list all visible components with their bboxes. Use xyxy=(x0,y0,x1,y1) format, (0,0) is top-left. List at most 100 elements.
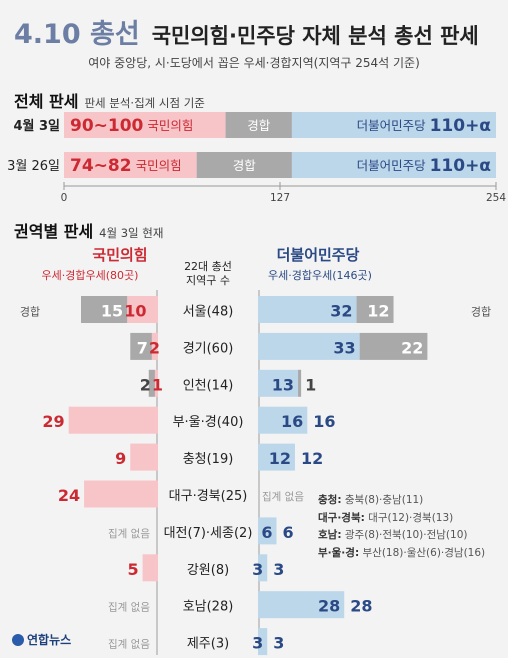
ppp-value: 10 xyxy=(124,302,146,321)
ppp-toss-value: 15 xyxy=(101,302,123,321)
note-text: 충북(8)·충남(11) xyxy=(341,494,424,506)
overall-ppp-party: 국민의힘 xyxy=(147,118,193,133)
overall-bar-0 xyxy=(64,152,197,178)
right-baseline xyxy=(258,290,260,655)
dp-column-subheader: 우세·경합우세(146곳) xyxy=(268,269,372,282)
dp-bar xyxy=(258,554,268,582)
ppp-no-data: 집계 없음 xyxy=(108,601,150,614)
ppp-column-header: 국민의힘 xyxy=(92,246,147,264)
overall-dp-party: 더불어민주당 xyxy=(357,118,427,133)
dp-bar xyxy=(258,296,357,323)
ppp-toss-word: 경합 xyxy=(20,306,40,319)
overall-bar-1 xyxy=(225,112,292,138)
note-key: 부·울·경: xyxy=(318,546,360,559)
dp-value: 28 xyxy=(318,597,340,616)
dp-toss-value: 1 xyxy=(305,375,316,394)
region-label: 충청(19) xyxy=(183,452,234,467)
note-key: 대구·경북: xyxy=(318,511,365,524)
dp-value: 28 xyxy=(350,597,372,616)
ppp-value: 5 xyxy=(127,560,138,579)
dp-bar xyxy=(258,517,277,545)
region-label: 대전(7)·세종(2) xyxy=(164,526,253,541)
ppp-bar xyxy=(142,554,158,582)
ppp-bar xyxy=(130,443,158,471)
overall-tick-label: 0 xyxy=(61,192,68,204)
ppp-bar xyxy=(154,369,158,397)
regional-section-header: 권역별 판세 4월 3일 현재 xyxy=(14,218,163,242)
title-date: 4.10 총선 xyxy=(14,19,140,50)
overall-bar-1 xyxy=(196,152,292,178)
overall-date-label: 3월 26일 xyxy=(7,159,60,174)
ppp-toss-bar xyxy=(130,332,152,360)
note-text: 대구(12)·경북(13) xyxy=(364,511,454,524)
dp-value: 3 xyxy=(273,560,284,579)
dp-toss-value: 22 xyxy=(401,338,423,357)
region-label: 서울(48) xyxy=(183,305,234,320)
note-key: 충청: xyxy=(318,494,342,506)
subtitle: 여야 중앙당, 시·도당에서 꼽은 우세·경합지역(지역구 254석 기준) xyxy=(88,56,420,70)
overall-date-label: 4월 3일 xyxy=(13,118,60,134)
center-column-header: 22대 총선 xyxy=(184,260,232,273)
note-key: 호남: xyxy=(318,529,342,541)
overall-ppp-party: 국민의힘 xyxy=(136,158,182,173)
dp-bar xyxy=(258,369,299,397)
regional-note: 4월 3일 현재 xyxy=(99,226,164,240)
logo: 연합뉴스 xyxy=(12,631,71,648)
dp-bar xyxy=(258,443,295,471)
dp-value: 6 xyxy=(282,523,293,542)
ppp-bar xyxy=(127,296,158,323)
overall-bar-2 xyxy=(291,152,496,178)
ppp-toss-bar xyxy=(148,369,155,397)
dp-value: 33 xyxy=(333,338,355,357)
note-text: 광주(8)·전북(10)·전남(10) xyxy=(341,529,468,541)
dp-value: 13 xyxy=(272,375,294,394)
ppp-toss-value: 7 xyxy=(137,338,148,357)
dp-no-data: 집계 없음 xyxy=(262,490,304,503)
overall-ppp-value: 90~100 xyxy=(70,116,144,136)
ppp-no-data: 집계 없음 xyxy=(108,638,150,651)
region-label: 호남(28) xyxy=(183,600,234,615)
region-label: 부·울·경(40) xyxy=(173,415,244,430)
ppp-column-subheader: 우세·경합우세(80곳) xyxy=(42,269,139,282)
center-column-subheader: 지역구 수 xyxy=(186,274,230,287)
ppp-value: 2 xyxy=(149,338,160,357)
ppp-toss-bar xyxy=(81,296,128,323)
ppp-bar xyxy=(84,480,158,508)
dp-value: 16 xyxy=(313,412,335,431)
overall-dp-value: 110+α xyxy=(430,116,491,136)
ppp-value: 1 xyxy=(152,375,163,394)
logo-icon xyxy=(12,634,24,646)
region-label: 강원(8) xyxy=(187,563,229,578)
title-row: 4.10 총선 국민의힘·민주당 자체 분석 총선 판세 xyxy=(14,12,479,51)
note-line: 호남: 광주(8)·전북(10)·전남(10) xyxy=(318,527,485,545)
region-label: 경기(60) xyxy=(183,341,234,356)
overall-ppp-value: 74~82 xyxy=(70,156,132,176)
page-title: 국민의힘·민주당 자체 분석 총선 판세 xyxy=(151,24,479,48)
logo-text: 연합뉴스 xyxy=(27,633,72,647)
overall-note: 판세 분석·집계 시점 기준 xyxy=(84,96,205,110)
left-baseline xyxy=(156,290,158,655)
dp-value: 3 xyxy=(273,634,284,653)
overall-dp-value: 110+α xyxy=(430,156,491,176)
note-line: 부·울·경: 부산(18)·울산(6)·경남(16) xyxy=(318,545,485,563)
note-text: 부산(18)·울산(6)·경남(16) xyxy=(359,546,486,559)
dp-toss-bar xyxy=(356,296,394,323)
ppp-bar xyxy=(68,406,158,434)
dp-toss-value: 12 xyxy=(367,302,389,321)
ppp-value: 24 xyxy=(58,486,80,505)
region-label: 제주(3) xyxy=(187,637,229,652)
dp-toss-bar xyxy=(359,332,428,360)
overall-toss-label: 경합 xyxy=(247,118,271,133)
dp-column-header: 더불어민주당 xyxy=(277,246,360,264)
overall-title: 전체 판세 xyxy=(14,92,79,111)
dp-bar xyxy=(258,591,345,619)
dp-bar xyxy=(258,406,308,434)
dp-toss-bar xyxy=(298,369,302,397)
dp-value: 12 xyxy=(301,449,323,468)
ppp-value: 9 xyxy=(115,449,126,468)
dp-value: 12 xyxy=(269,449,291,468)
dp-toss-word: 경합 xyxy=(471,306,491,319)
overall-bar-0 xyxy=(64,112,226,138)
ppp-toss-value: 2 xyxy=(140,375,151,394)
